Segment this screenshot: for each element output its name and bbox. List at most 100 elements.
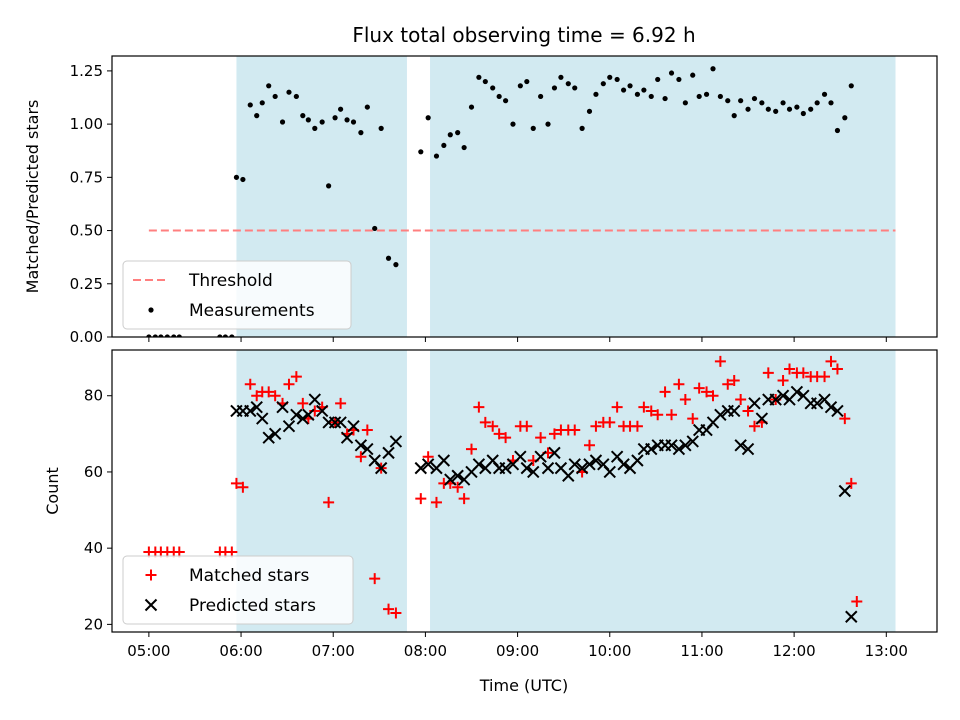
measurements-point <box>690 72 696 78</box>
matched-stars-point <box>583 439 595 451</box>
matched-stars-point <box>283 378 295 390</box>
measurements-point <box>648 93 654 100</box>
predicted-stars-point <box>534 450 547 463</box>
matched-stars-point <box>701 386 713 398</box>
y-tick-label: 20 <box>84 615 103 633</box>
matched-stars-point <box>430 496 442 508</box>
predicted-stars-point <box>562 469 575 482</box>
measurements-point <box>164 334 170 337</box>
measurements-point <box>655 76 661 83</box>
predicted-stars-point <box>645 442 658 456</box>
measurements-point <box>259 100 265 106</box>
predicted-stars-point <box>437 454 451 467</box>
measurements-point <box>222 334 228 337</box>
matched-stars-point <box>666 409 678 421</box>
predicted-stars-point <box>575 461 589 475</box>
matched-stars-point <box>369 573 381 585</box>
measurements-point <box>176 334 182 337</box>
x-tick-label: 08:00 <box>404 642 447 660</box>
measurements-point <box>794 104 800 110</box>
measurements-point <box>158 334 164 337</box>
matched-stars-point <box>722 378 734 390</box>
measurements-point <box>565 81 571 87</box>
measurements-point <box>247 102 253 108</box>
predicted-stars-point <box>755 412 769 425</box>
predicted-stars-point <box>776 389 790 402</box>
measurements-point <box>780 100 786 106</box>
predicted-stars-point <box>589 454 603 467</box>
x-tick-label: 10:00 <box>588 642 631 660</box>
predicted-stars-point <box>268 427 282 441</box>
measurements-point <box>524 78 530 85</box>
measurements-point <box>254 113 260 119</box>
matched-stars-point <box>487 420 499 432</box>
measurements-point <box>842 115 848 121</box>
measurements-point <box>326 183 332 189</box>
matched-stars-point <box>383 603 395 615</box>
matched-stars-point <box>465 443 477 455</box>
measurements-point <box>682 100 688 106</box>
matched-stars-point <box>361 424 373 436</box>
matched-stars-point <box>851 596 863 608</box>
matched-stars-point <box>611 401 623 413</box>
matched-stars-point <box>687 413 699 425</box>
predicted-stars-point <box>444 473 457 486</box>
predicted-stars-point <box>679 439 692 452</box>
predicted-stars-point <box>308 393 322 406</box>
measurements-point <box>171 334 177 337</box>
predicted-stars-point <box>276 400 289 414</box>
observing-window <box>430 350 896 632</box>
predicted-stars-point <box>769 393 782 406</box>
measurements-point <box>279 119 286 125</box>
y-tick-label: 0.00 <box>70 328 103 346</box>
matched-stars-point <box>825 355 837 367</box>
measurements-point <box>634 91 641 97</box>
measurements-point <box>468 104 475 110</box>
y-tick-label: 0.25 <box>70 275 103 293</box>
matched-stars-point <box>569 424 581 436</box>
matched-stars-point <box>748 420 760 432</box>
legend-swatch <box>148 307 154 313</box>
x-tick-label: 11:00 <box>680 642 723 660</box>
measurements-point <box>152 334 158 337</box>
measurements-point <box>503 98 509 104</box>
matched-stars-point <box>473 401 485 413</box>
measurements-point <box>266 83 272 89</box>
predicted-stars-point <box>727 404 741 418</box>
predicted-stars-point <box>315 404 329 418</box>
matched-stars-point <box>638 401 650 413</box>
measurements-point <box>725 98 731 104</box>
matched-stars-point <box>263 386 275 398</box>
measurements-point <box>455 130 461 136</box>
y-axis-title: Count <box>43 467 62 515</box>
predicted-stars-point <box>347 420 360 433</box>
matched-stars-point <box>845 477 857 489</box>
x-tick-label: 05:00 <box>127 642 170 660</box>
legend: Threshold Measurements <box>122 260 352 330</box>
predicted-stars-point <box>499 461 512 475</box>
measurements-point <box>293 93 299 100</box>
measurements-point <box>286 89 292 95</box>
matched-stars-point <box>645 405 657 417</box>
matched-stars-point <box>535 432 547 444</box>
matched-stars-point <box>422 451 434 463</box>
measurements-point <box>641 87 647 93</box>
measurements-point <box>378 125 384 131</box>
predicted-stars-point <box>421 458 435 471</box>
measurements-point <box>717 93 723 100</box>
matched-stars-point <box>714 355 726 367</box>
measurements-point <box>344 117 350 123</box>
predicted-stars-point <box>686 435 699 448</box>
predicted-stars-point <box>328 416 342 429</box>
predicted-stars-point <box>296 412 310 425</box>
measurements-point <box>800 110 806 117</box>
measurements-point <box>229 334 235 337</box>
matched-stars-point <box>335 397 347 409</box>
matched-stars-point <box>590 420 602 432</box>
measurements-point <box>662 95 668 102</box>
measurements-point <box>828 100 834 106</box>
matched-stars-point <box>742 405 754 417</box>
predicted-stars-point <box>250 400 263 414</box>
measurements-point <box>710 66 716 72</box>
matched-stars-point <box>251 390 263 402</box>
